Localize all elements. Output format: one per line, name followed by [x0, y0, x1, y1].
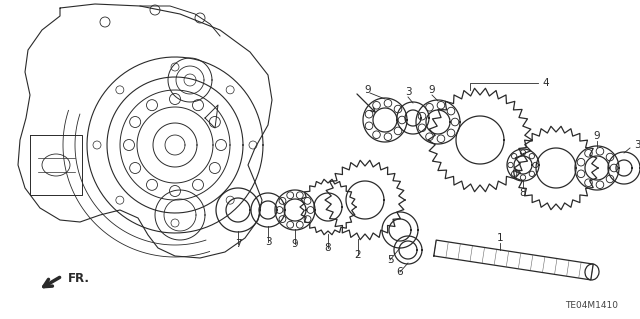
Text: 9: 9 [594, 131, 600, 141]
Text: 4: 4 [542, 78, 548, 88]
Text: 8: 8 [520, 188, 526, 198]
Text: 9: 9 [365, 85, 371, 95]
Text: 3: 3 [404, 87, 412, 97]
Text: 7: 7 [235, 239, 241, 249]
Text: TE04M1410: TE04M1410 [565, 301, 618, 310]
Text: FR.: FR. [68, 271, 90, 285]
Text: 2: 2 [355, 250, 362, 260]
Text: 5: 5 [387, 255, 394, 265]
Text: 9: 9 [429, 85, 435, 95]
Text: 1: 1 [497, 233, 503, 243]
Text: 8: 8 [324, 243, 332, 253]
Text: 3: 3 [265, 237, 271, 247]
Text: 3: 3 [634, 140, 640, 150]
Text: 9: 9 [292, 239, 298, 249]
Text: 6: 6 [397, 267, 403, 277]
